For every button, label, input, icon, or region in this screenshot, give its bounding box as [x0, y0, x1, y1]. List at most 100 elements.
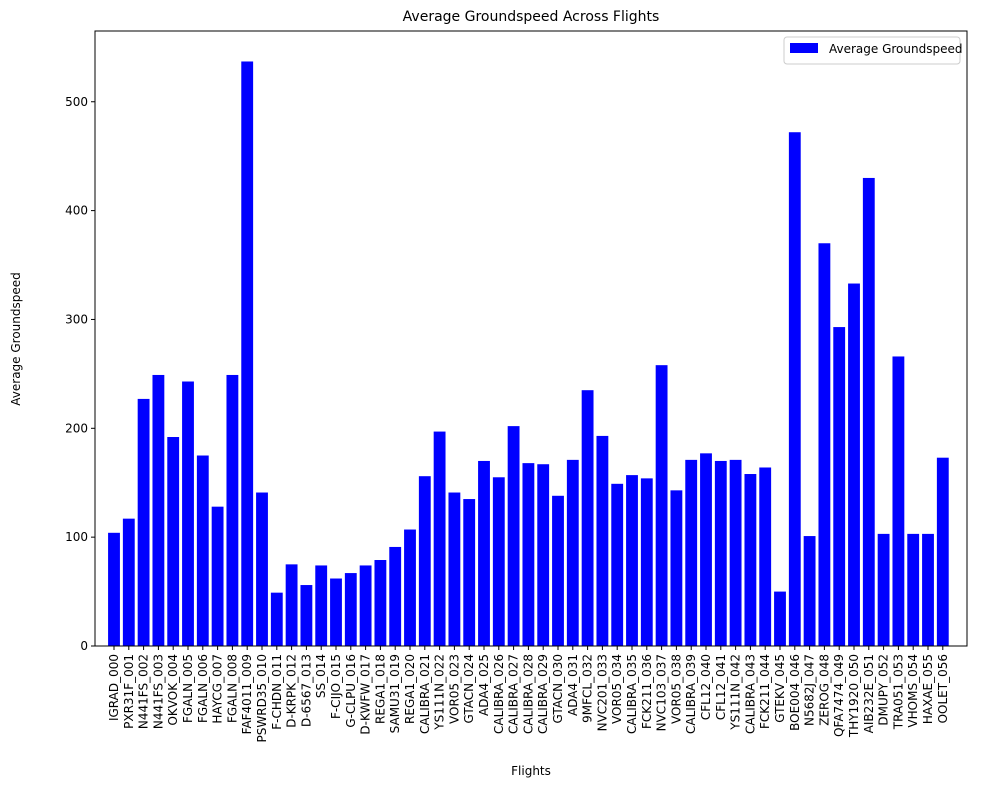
x-tick-label: SS_014	[314, 654, 328, 698]
bar-VOR05_034	[611, 483, 624, 646]
x-axis: IGRAD_000 PXR31F_001 N441FS_002 N441FS_003 O…	[107, 646, 950, 742]
bar-YS111N_042	[729, 459, 742, 646]
x-tick-label: CALIBRA_027	[507, 654, 521, 734]
x-tick-label: ADA4_025	[477, 654, 491, 716]
bar-9MFCL_032	[581, 390, 594, 646]
x-tick-label: CALIBRA_029	[536, 654, 550, 734]
bar-BOE004_046	[788, 132, 801, 647]
bar-CALIBRA_039	[685, 459, 698, 646]
x-tick-label: CALIBRA_035	[625, 654, 639, 734]
bar-NVC103_037	[655, 365, 668, 646]
bar-PXR31F_001	[122, 518, 135, 646]
y-tick-label: 0	[80, 639, 88, 653]
x-tick-label: CALIBRA_021	[418, 654, 432, 734]
bar-FAF4011_009	[241, 61, 254, 647]
x-tick-label: N5682J_047	[803, 654, 817, 726]
x-tick-label: FCK211_044	[758, 654, 772, 729]
bar-G-CLPU_016	[344, 573, 357, 646]
x-tick-label: YS111N_042	[729, 654, 743, 731]
x-tick-label: PSWRD35_010	[255, 654, 269, 742]
legend-label: Average Groundspeed	[829, 42, 962, 56]
x-tick-label: YS111N_022	[433, 654, 447, 731]
bar-CALIBRA_026	[492, 477, 505, 646]
bar-CALIBRA_021	[418, 476, 431, 646]
x-tick-label: FGALN_005	[181, 654, 195, 723]
bar-FGALN_008	[226, 374, 239, 646]
x-tick-label: N441FS_003	[151, 654, 165, 729]
x-tick-label: GTACN_024	[462, 654, 476, 724]
x-tick-label: FAF4011_009	[240, 654, 254, 734]
x-tick-label: BOE004_046	[788, 654, 802, 731]
bar-GTACN_024	[463, 499, 476, 646]
x-tick-label: 9MFCL_032	[581, 654, 595, 723]
x-tick-label: G-CLPU_016	[344, 654, 358, 728]
x-tick-label: DMUPY_052	[877, 654, 891, 726]
bar-D-KRPK_012	[285, 564, 298, 646]
bar-SS_014	[315, 565, 328, 646]
x-tick-label: HAXAE_055	[921, 654, 935, 724]
bar-ADA4_031	[566, 459, 579, 646]
x-tick-label: ADA4_031	[566, 654, 580, 716]
x-tick-label: GTEKV_045	[773, 654, 787, 723]
x-tick-label: HAYCG_007	[211, 654, 225, 724]
bar-CFL12_040	[700, 453, 712, 646]
bar-F-CHDN_011	[270, 592, 283, 646]
x-tick-label: CALIBRA_039	[684, 654, 698, 734]
bar-GTACN_030	[552, 495, 564, 646]
x-tick-label: IGRAD_000	[107, 654, 121, 721]
x-tick-label: NVC103_037	[655, 654, 669, 731]
bar-HAXAE_055	[922, 533, 934, 646]
bar-GTEKV_045	[774, 591, 786, 646]
x-tick-label: VHOMS_054	[906, 654, 920, 728]
x-axis-label: Flights	[511, 764, 551, 778]
bar-OKVOK_004	[167, 437, 180, 646]
bar-ZEROG_048	[818, 243, 831, 646]
bar-REGA1_020	[404, 529, 416, 646]
x-tick-label: OKVOK_004	[166, 654, 180, 726]
bar-THY1920_050	[848, 283, 860, 646]
y-tick-label: 300	[65, 312, 88, 326]
bar-N5682J_047	[803, 536, 816, 646]
x-tick-label: PXR31F_001	[122, 654, 136, 729]
x-tick-label: N441FS_002	[137, 654, 151, 729]
x-tick-label: CFL12_040	[699, 654, 713, 720]
bar-AIB232E_051	[862, 177, 875, 646]
x-tick-label: F-CHDN_011	[270, 654, 284, 730]
bar-TRA051_053	[892, 356, 905, 646]
bar-REGA1_018	[374, 560, 387, 646]
bar-CALIBRA_028	[522, 463, 535, 646]
x-tick-label: AIB232E_051	[862, 654, 876, 733]
bar-OOLET_056	[936, 457, 949, 646]
x-tick-label: FGALN_006	[196, 654, 210, 723]
bar-PSWRD35_010	[256, 492, 268, 646]
x-tick-label: OOLET_056	[936, 654, 950, 723]
y-axis-label: Average Groundspeed	[9, 272, 23, 405]
x-tick-label: REGA1_018	[373, 654, 387, 724]
legend-swatch	[790, 43, 818, 53]
x-tick-label: REGA1_020	[403, 654, 417, 724]
x-tick-label: D-KWFW_017	[359, 654, 373, 735]
x-tick-label: FCK211_036	[640, 654, 654, 729]
x-tick-label: ZEROG_048	[817, 654, 831, 726]
x-tick-label: D-6567_013	[299, 654, 313, 727]
bar-QFA7474_049	[833, 327, 846, 646]
plot-frame	[94, 30, 968, 647]
bar-VOR05_038	[670, 490, 683, 646]
bars	[108, 61, 949, 647]
x-tick-label: CALIBRA_028	[521, 654, 535, 734]
x-tick-label: QFA7474_049	[832, 654, 846, 737]
legend-frame	[783, 36, 961, 65]
bar-CALIBRA_029	[537, 464, 550, 646]
bar-FGALN_005	[182, 381, 194, 646]
bar-F-CIJO_015	[330, 578, 342, 646]
bar-N441FS_002	[137, 398, 150, 646]
bar-CALIBRA_027	[507, 426, 520, 646]
x-tick-label: TRA051_053	[891, 654, 905, 730]
x-tick-label: CFL12_041	[714, 654, 728, 720]
bar-CFL12_041	[714, 460, 727, 646]
x-tick-label: FGALN_008	[225, 654, 239, 723]
x-tick-label: VOR05_038	[669, 654, 683, 724]
y-tick-label: 100	[65, 530, 88, 544]
bar-VOR05_023	[448, 492, 461, 646]
x-tick-label: CALIBRA_026	[492, 654, 506, 734]
